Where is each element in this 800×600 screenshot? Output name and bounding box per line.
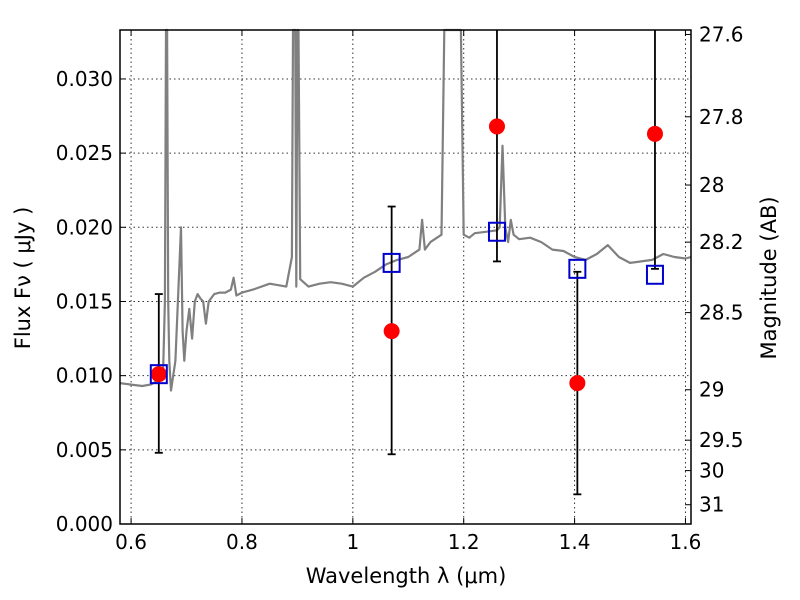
y-tick-label: 0.025: [56, 141, 113, 165]
observed-point: [488, 118, 505, 135]
right-tick-label: 28.5: [699, 301, 744, 325]
model-point: [487, 221, 506, 242]
observed-point: [150, 366, 167, 383]
model-point: [149, 364, 168, 385]
right-tick-label: 28: [699, 173, 724, 197]
spectrum-line: [119, 28, 692, 392]
x-tick-label: 1.6: [670, 530, 702, 554]
grid-layer: [120, 30, 691, 525]
observed-point: [646, 125, 663, 142]
x-tick-label: 0.6: [115, 530, 147, 554]
model-point: [645, 264, 664, 285]
x-tick-label: 1: [346, 530, 359, 554]
right-tick-label: 31: [699, 493, 724, 517]
x-axis-title: Wavelength λ (μm): [306, 564, 507, 588]
right-axis-title: Magnitude (AB): [757, 196, 781, 359]
right-tick-label: 29.5: [699, 428, 744, 452]
x-tick-label: 0.8: [226, 530, 258, 554]
x-tick-label: 1.2: [448, 530, 480, 554]
right-tick-label: 30: [699, 459, 724, 483]
errorbar-layer: [154, 30, 659, 496]
point-layer: [149, 118, 664, 392]
y-tick-label: 0.020: [56, 215, 113, 239]
y-tick-label: 0.000: [56, 512, 113, 536]
y-tick-label: 0.015: [56, 289, 113, 313]
right-tick-label: 28.2: [699, 230, 744, 254]
x-tick-label: 1.4: [559, 530, 591, 554]
right-tick-label: 27.8: [699, 105, 744, 129]
model-point: [568, 258, 587, 279]
plot-frame: [119, 29, 692, 525]
spectrum-layer: [119, 28, 692, 392]
model-point: [382, 252, 401, 273]
y-axis-title: Flux Fν ( μJy ): [11, 207, 35, 350]
tick-layer: 0.6 0.8 1 1.2 1.4 1.6 0.000 0.005 0.010 0.015 0.02…: [56, 22, 744, 554]
y-tick-label: 0.005: [56, 438, 113, 462]
observed-point: [569, 375, 586, 392]
right-tick-label: 29: [699, 378, 724, 402]
right-tick-label: 27.6: [699, 22, 744, 46]
y-tick-label: 0.010: [56, 364, 113, 388]
observed-point: [383, 323, 400, 340]
y-tick-label: 0.030: [56, 67, 113, 91]
